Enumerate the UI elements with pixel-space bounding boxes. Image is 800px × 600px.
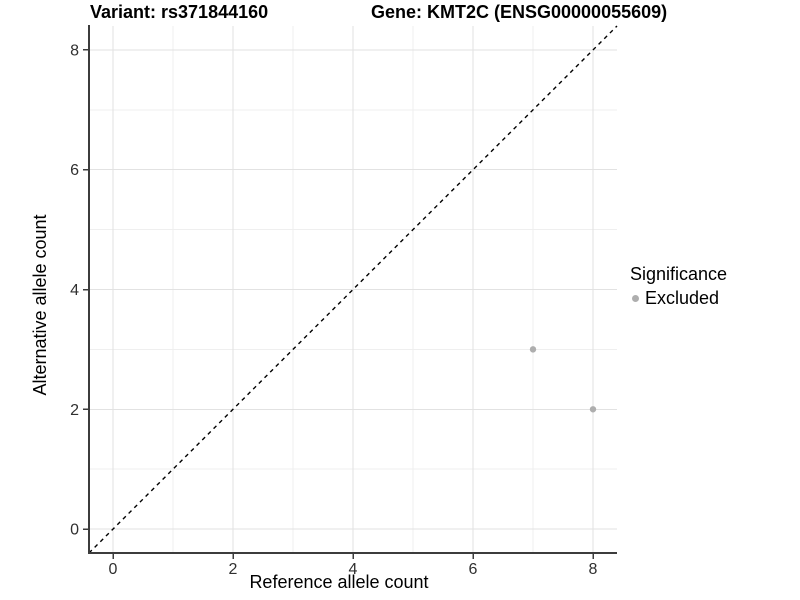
y-axis-tick-label: 4 — [70, 282, 79, 299]
y-axis-tick-label: 6 — [70, 162, 79, 179]
y-axis-tick-label: 8 — [70, 42, 79, 59]
legend-item-excluded: Excluded — [632, 288, 727, 309]
data-point — [589, 406, 597, 413]
y-axis-title: Alternative allele count — [30, 214, 50, 395]
x-axis-tick-label: 2 — [229, 561, 238, 578]
gene-title: Gene: KMT2C (ENSG00000055609) — [371, 2, 668, 22]
y-axis-tick-label: 2 — [70, 402, 79, 419]
x-axis-tick-label: 6 — [469, 561, 478, 578]
y-axis-tick-label: 0 — [70, 522, 79, 539]
x-axis-tick-label: 0 — [109, 561, 118, 578]
variant-title: Variant: rs371844160 — [90, 2, 269, 22]
x-axis-title: Reference allele count — [249, 572, 428, 592]
data-point — [529, 346, 537, 353]
x-axis-tick-label: 8 — [589, 561, 598, 578]
legend: Significance Excluded — [630, 264, 727, 309]
legend-item-label: Excluded — [645, 288, 720, 308]
plot-panel: 0 2 4 6 8 0 2 4 6 8 Alternative allele count Refe… — [30, 25, 618, 592]
legend-title: Significance — [630, 264, 728, 284]
legend-key-dot — [632, 295, 639, 302]
x-axis-tick-label: 4 — [349, 561, 358, 578]
